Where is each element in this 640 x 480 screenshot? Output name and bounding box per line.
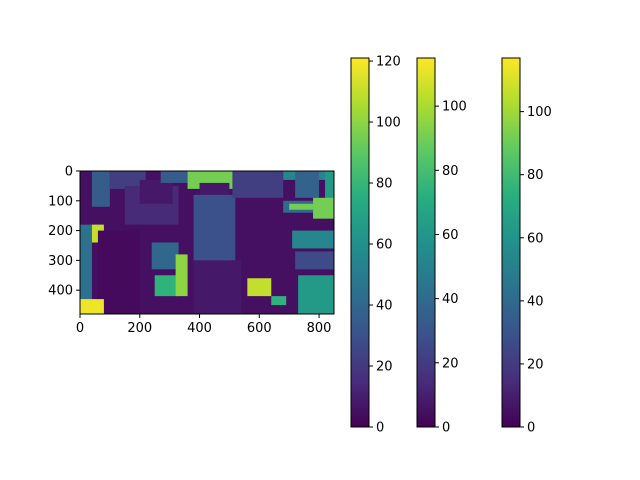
heatmap-region [247, 278, 272, 297]
heatmap-frame [79, 170, 335, 315]
heatmap-region [295, 251, 334, 270]
colorbar-gradient [417, 58, 435, 427]
colorbar-3: 0 20 40 60 80 100 [501, 57, 552, 436]
colorbar-tick-label: 80 [442, 164, 459, 179]
colorbar-tick-label: 0 [376, 421, 384, 436]
colorbar-frame [501, 57, 521, 428]
heatmap-region [271, 296, 287, 306]
heatmap-region [193, 194, 236, 261]
colorbar-tick-label: 80 [376, 177, 393, 192]
heatmap-region [80, 299, 104, 314]
colorbar-tick-label: 120 [376, 55, 401, 70]
colorbar-1: 0 20 40 60 80 100 120 [350, 55, 401, 436]
colorbar-gradient [351, 58, 369, 427]
colorbar-tick-label: 0 [527, 421, 535, 436]
heatmap-region [139, 179, 173, 204]
x-tick-label: 0 [76, 321, 84, 336]
y-tick-label: 0 [65, 165, 73, 180]
heatmap-region [151, 242, 179, 270]
heatmap-region [313, 197, 334, 219]
y-tick-label: 400 [48, 284, 73, 299]
colorbar-tick-label: 20 [442, 356, 459, 371]
x-tick-label: 400 [187, 321, 212, 336]
heatmap-region [97, 230, 140, 314]
colorbar-tick-label: 60 [376, 238, 393, 253]
heatmap-y-ticks: 0 100 200 300 400 [48, 165, 80, 299]
heatmap-region [232, 171, 284, 198]
heatmap-region [295, 171, 320, 198]
y-tick-label: 200 [48, 224, 73, 239]
y-tick-label: 100 [48, 194, 73, 209]
colorbar-tick-label: 100 [376, 116, 401, 131]
heatmap-region [91, 171, 110, 207]
colorbar-tick-label: 40 [527, 294, 544, 309]
colorbar-frame [416, 57, 436, 428]
colorbar-tick-label: 60 [442, 228, 459, 243]
heatmap-region [292, 230, 334, 249]
colorbar-tick-label: 40 [376, 299, 393, 314]
colorbar-tick-label: 60 [527, 231, 544, 246]
heatmap-region [298, 275, 334, 314]
heatmap-region [193, 260, 242, 314]
colorbar-tick-label: 100 [442, 100, 467, 115]
heatmap-x-ticks: 0 200 400 600 800 [76, 314, 332, 336]
heatmap-region [154, 275, 179, 297]
y-tick-label: 300 [48, 254, 73, 269]
x-tick-label: 200 [127, 321, 152, 336]
colorbar-tick-label: 0 [442, 421, 450, 436]
x-tick-label: 800 [307, 321, 332, 336]
colorbar-tick-label: 40 [442, 292, 459, 307]
heatmap-image [80, 171, 334, 314]
heatmap-region [160, 171, 188, 183]
colorbar-frame [350, 57, 370, 428]
colorbar-tick-label: 100 [527, 105, 552, 120]
heatmap-region [80, 224, 92, 314]
heatmap-region [325, 171, 334, 201]
colorbar-gradient [502, 58, 520, 427]
colorbar-tick-label: 20 [376, 360, 393, 375]
x-tick-label: 600 [247, 321, 272, 336]
colorbar-2: 0 20 40 60 80 100 [416, 57, 467, 436]
heatmap-region [289, 203, 314, 210]
heatmap-axes: 0 200 400 600 800 0 100 200 300 400 [48, 165, 335, 336]
colorbar-tick-label: 20 [527, 357, 544, 372]
heatmap-region [175, 254, 188, 297]
colorbar-tick-label: 80 [527, 168, 544, 183]
heatmap-region [109, 171, 146, 189]
